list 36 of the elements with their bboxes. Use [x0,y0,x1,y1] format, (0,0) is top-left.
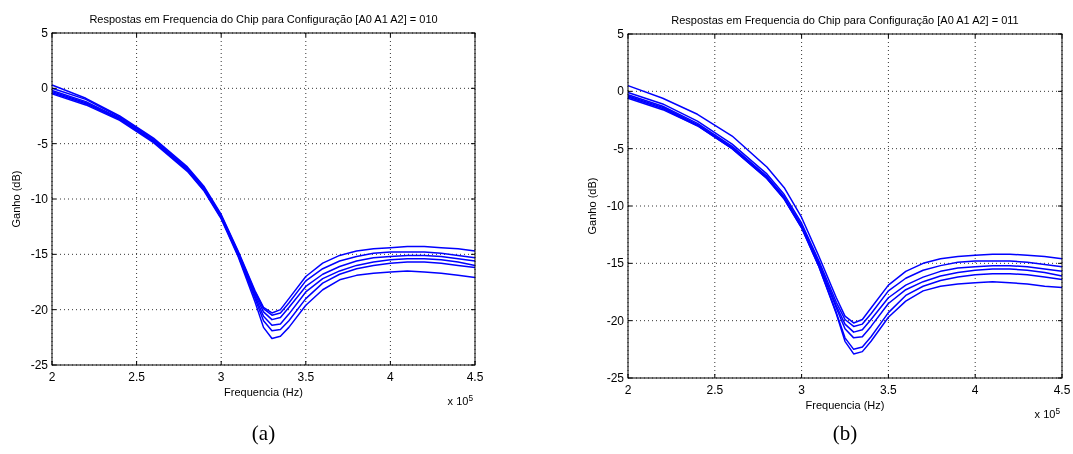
x-tick-label: 2.5 [128,370,146,384]
x-tick-label: 3.5 [880,383,898,397]
text: (b) [832,421,858,445]
x-tick-label: 4 [387,370,395,384]
x-tick-label: 2 [48,370,56,384]
y-tick-label: -15 [606,256,625,271]
y-tick-label: -5 [613,141,625,156]
x-axis-title: Frequencia (Hz) [224,386,303,398]
chart-title: Respostas em Frequencia do Chip para Configuração [A0 A1 A2] = 010 [89,13,438,25]
y-tick-label: -20 [30,302,49,317]
y-axis-title: Ganho (dB) [10,170,22,228]
x-tick-label: 4 [971,383,979,397]
text: x 10$^{5}$ [447,393,474,407]
x-tick-label: 2 [624,383,632,397]
text: x 10$^{5}$ [1034,406,1061,420]
y-tick-label: -25 [30,358,49,372]
y-tick-label: -10 [606,199,625,213]
y-tick-label: 5 [41,26,49,40]
y-tick-label: 0 [617,84,625,99]
y-tick-label: -5 [37,136,49,151]
y-tick-label: 0 [41,81,49,96]
y-tick-label: -15 [30,247,49,262]
x-tick-label: 4.5 [1053,383,1071,397]
x-axis-title: Frequencia (Hz) [805,399,885,411]
y-tick-label: -20 [606,313,625,328]
text: (a) [251,421,276,445]
chart-title: Respostas em Frequencia do Chip para Configuração [A0 A1 A2] = 011 [671,14,1019,26]
x-tick-label: 3 [217,370,225,384]
x-tick-label: 4.5 [466,370,484,384]
x-tick-label: 3.5 [297,370,315,384]
x-tick-label: 2.5 [706,383,724,397]
y-tick-label: -25 [606,371,625,385]
y-axis-title: Ganho (dB) [586,177,598,235]
y-tick-label: 5 [617,27,625,41]
x-tick-label: 3 [798,383,806,397]
y-tick-label: -10 [30,192,49,206]
